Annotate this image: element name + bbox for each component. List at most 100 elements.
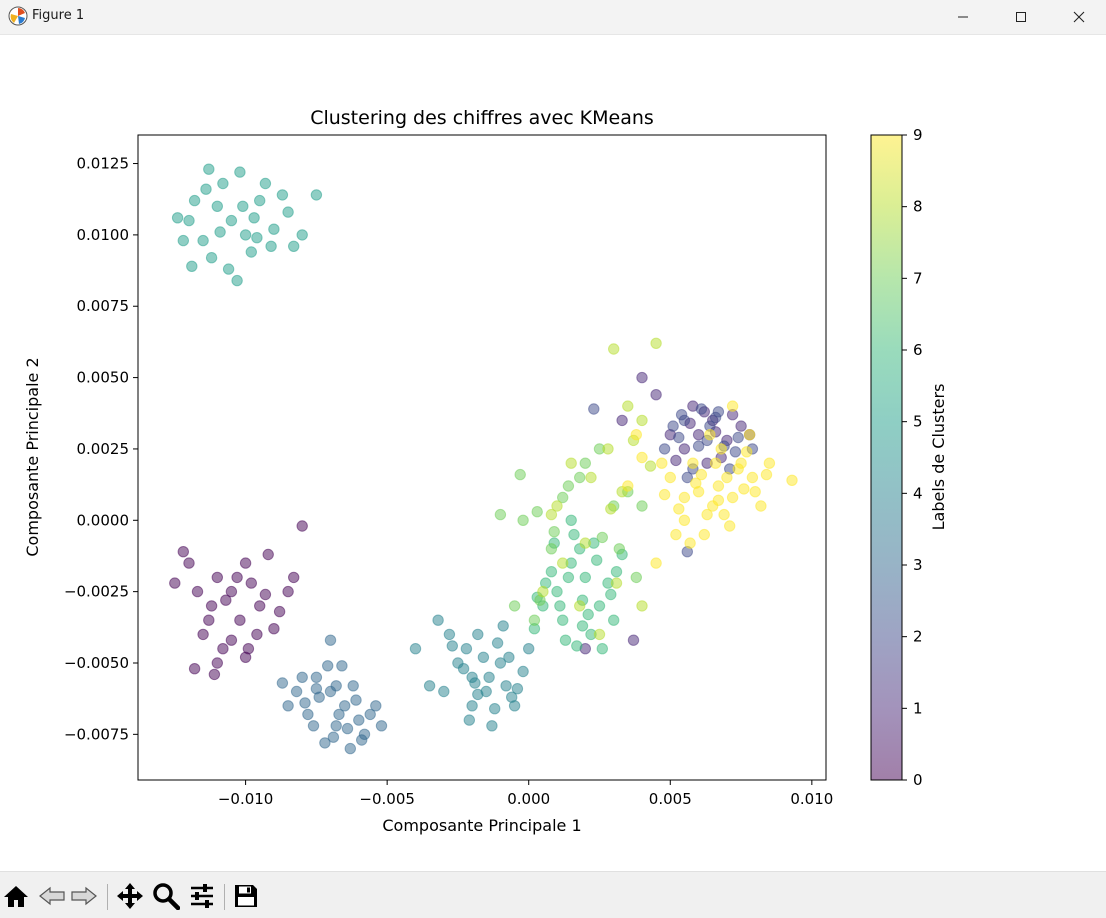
scatter-point-cluster-9: [712, 480, 725, 492]
scatter-point-cluster-3: [341, 722, 354, 735]
scatter-point-cluster-9: [670, 528, 682, 541]
scatter-point-cluster-6: [568, 528, 580, 541]
scatter-point-cluster-9: [704, 429, 716, 441]
scatter-point-cluster-3: [290, 685, 303, 698]
scatter-point-cluster-5: [203, 163, 215, 175]
x-tick-label: 0.000: [507, 790, 550, 808]
window-title: Figure 1: [32, 8, 85, 23]
scatter-point-cluster-9: [726, 491, 739, 504]
scatter-point-cluster-9: [718, 508, 730, 521]
scatter-point-cluster-4: [469, 677, 481, 689]
scatter-point-cluster-4: [494, 657, 507, 669]
scatter-point-cluster-5: [237, 200, 249, 213]
save-button[interactable]: [232, 882, 260, 910]
zoom-button[interactable]: [152, 882, 180, 910]
scatter-point-cluster-7: [574, 471, 586, 484]
navigation-toolbar: [0, 871, 1106, 918]
scatter-point-cluster-9: [650, 557, 662, 569]
scatter-point-cluster-5: [211, 200, 224, 213]
scatter-point-cluster-0: [217, 643, 229, 655]
scatter-point-cluster-3: [310, 671, 323, 683]
scatter-point-cluster-9: [743, 429, 756, 441]
back-button[interactable]: [38, 882, 66, 910]
scatter-point-cluster-5: [288, 240, 300, 253]
scatter-point-cluster-9: [763, 457, 776, 469]
scatter-point-cluster-8: [557, 557, 569, 569]
maximize-button[interactable]: [998, 0, 1044, 34]
scatter-point-cluster-6: [610, 566, 623, 578]
scatter-point-cluster-6: [591, 554, 603, 566]
scatter-point-cluster-9: [709, 457, 722, 469]
scatter-point-cluster-4: [446, 640, 458, 652]
minimize-button[interactable]: [940, 0, 986, 34]
scatter-point-cluster-2: [658, 443, 671, 455]
scatter-point-cluster-3: [330, 680, 342, 692]
scatter-point-cluster-8: [602, 443, 614, 455]
scatter-point-cluster-8: [551, 500, 563, 512]
colorbar-ticks: 0 1 2 3 4 5 6 7 8 9: [902, 126, 923, 789]
scatter-point-cluster-2: [675, 409, 688, 421]
scatter-point-cluster-0: [268, 623, 280, 635]
scatter-point-cluster-7: [630, 571, 642, 584]
scatter-point-cluster-4: [517, 665, 529, 678]
plot-frame: [137, 134, 827, 781]
scatter-point-cluster-3: [353, 714, 365, 726]
scatter-point-cluster-6: [608, 614, 620, 626]
scatter-point-cluster-4: [500, 680, 512, 692]
scatter-point-cluster-5: [248, 212, 260, 224]
scatter-point-cluster-9: [786, 474, 798, 486]
scatter-point-cluster-0: [183, 557, 195, 569]
scatter-point-cluster-5: [259, 177, 272, 190]
scatter-point-cluster-7: [548, 526, 560, 538]
scatter-point-cluster-4: [466, 700, 478, 712]
scatter-point-cluster-4: [511, 683, 524, 695]
scatter-point-cluster-4: [491, 637, 504, 649]
window-titlebar: Figure 1: [0, 0, 1106, 35]
scatter-point-cluster-7: [514, 468, 526, 481]
scatter-point-cluster-8: [593, 628, 606, 641]
scatter-point-cluster-2: [692, 440, 705, 452]
scatter-point-cluster-9: [656, 457, 668, 469]
x-axis: −0.010 −0.005 0.000 0.005 0.010: [218, 780, 833, 808]
floppy-disk-icon: [235, 885, 257, 907]
scatter-point-cluster-9: [724, 520, 736, 532]
configure-subplots-button[interactable]: [188, 882, 216, 910]
pan-button[interactable]: [116, 882, 144, 910]
scatter-point-cluster-4: [460, 643, 473, 655]
scatter-point-cluster-9: [664, 471, 676, 484]
y-tick-label: 0.0025: [77, 440, 130, 458]
scatter-point-cluster-0: [211, 657, 224, 669]
scatter-point-cluster-4: [489, 703, 501, 715]
scatter-point-cluster-8: [650, 337, 662, 349]
forward-button[interactable]: [70, 882, 98, 910]
colorbar-tick-label: 7: [913, 269, 923, 287]
scatter-point-cluster-4: [477, 651, 490, 663]
scatter-point-cluster-5: [183, 214, 195, 227]
scatter-point-cluster-4: [463, 714, 475, 726]
scatter-point-cluster-5: [251, 232, 263, 244]
scatter-point-cluster-8: [585, 471, 597, 484]
scatter-point-cluster-0: [296, 520, 308, 532]
arrow-right-icon: [71, 886, 97, 906]
y-tick-label: −0.0050: [64, 654, 129, 672]
scatter-chart: −0.010 −0.005 0.000 0.005 0.010 −0.0075−0.00…: [23, 107, 948, 835]
scatter-point-cluster-0: [203, 614, 215, 626]
scatter-point-cluster-7: [636, 500, 648, 512]
scatter-point-cluster-4: [457, 663, 470, 675]
scatter-point-cluster-3: [330, 720, 342, 732]
scatter-point-cluster-8: [565, 457, 577, 469]
scatter-point-cluster-6: [554, 600, 566, 612]
close-button[interactable]: [1056, 0, 1102, 34]
scatter-point-cluster-9: [721, 471, 733, 484]
home-button[interactable]: [2, 882, 30, 910]
scatter-point-cluster-5: [245, 246, 258, 258]
x-tick-label: −0.005: [359, 790, 415, 808]
scatter-point-cluster-6: [565, 514, 577, 526]
scatter-point-cluster-8: [574, 600, 586, 612]
scatter-point-cluster-8: [605, 503, 617, 515]
scatter-point-cluster-0: [197, 628, 209, 641]
y-tick-label: 0.0050: [77, 369, 130, 387]
scatter-point-cluster-3: [375, 720, 388, 732]
scatter-point-cluster-3: [307, 720, 320, 732]
scatter-point-cluster-0: [169, 577, 181, 589]
